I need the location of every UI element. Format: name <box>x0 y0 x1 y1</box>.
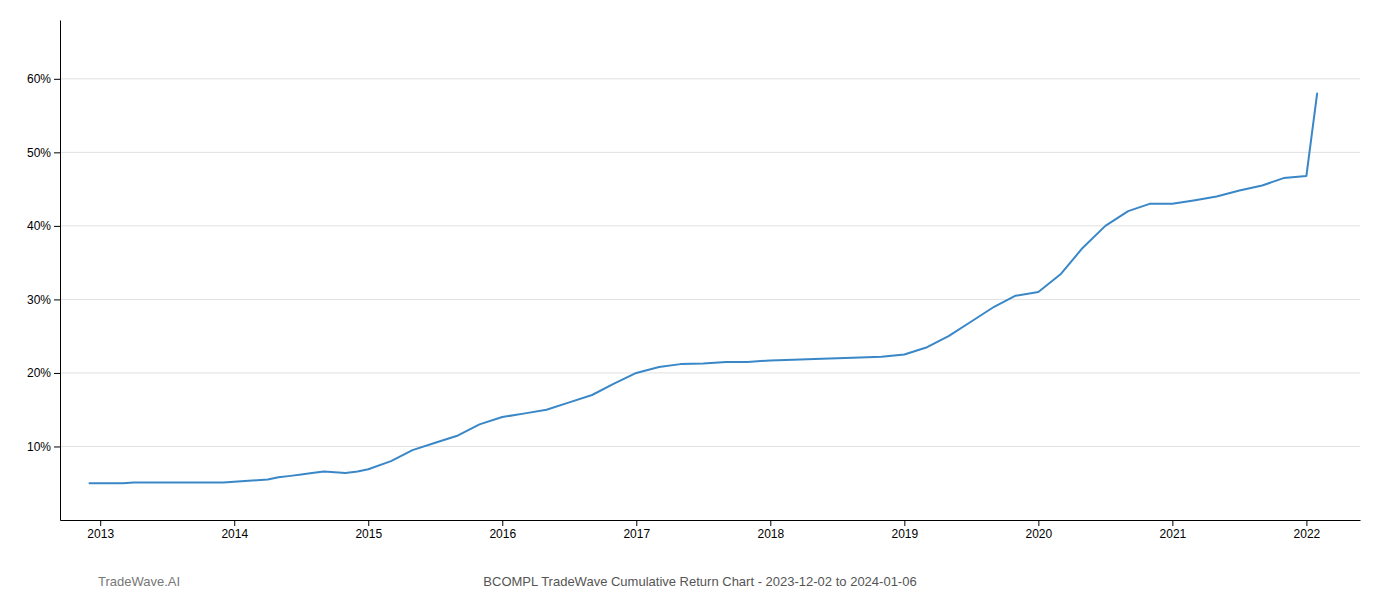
tick: 2016 <box>489 520 516 541</box>
tick: 20% <box>27 366 60 380</box>
tick: 2018 <box>757 520 784 541</box>
tick-label: 2021 <box>1160 527 1187 541</box>
grid-line <box>60 446 1360 447</box>
tick-mark <box>1172 520 1173 526</box>
tick: 10% <box>27 440 60 454</box>
grid-line <box>60 372 1360 373</box>
tick-label: 30% <box>27 293 51 307</box>
x-axis: 2013 2014 2015 2016 2017 2018 2019 2020 2021 2022 <box>61 520 1361 541</box>
title: BCOMPL TradeWave Cumulative Return Chart… <box>483 574 916 589</box>
tick-mark <box>234 520 235 526</box>
tick-mark <box>502 520 503 526</box>
tick-mark <box>54 79 60 80</box>
axis-line <box>60 21 61 521</box>
tick-label: 2015 <box>355 527 382 541</box>
grid-line <box>60 225 1360 226</box>
tick: 50% <box>27 146 60 160</box>
tick-label: 2019 <box>891 527 918 541</box>
tick-label: 40% <box>27 219 51 233</box>
tick-mark <box>1306 520 1307 526</box>
tick: 2015 <box>355 520 382 541</box>
tick-label: 2020 <box>1025 527 1052 541</box>
tick: 2021 <box>1160 520 1187 541</box>
grid-line <box>60 299 1360 300</box>
tick: 2019 <box>891 520 918 541</box>
tick-mark <box>636 520 637 526</box>
tick-label: 2014 <box>221 527 248 541</box>
series <box>89 94 1317 484</box>
tick-mark <box>54 299 60 300</box>
tick-mark <box>54 226 60 227</box>
axis-line <box>61 520 1361 521</box>
tick-mark <box>54 152 60 153</box>
tick-mark <box>54 373 60 374</box>
tick-label: 50% <box>27 146 51 160</box>
tick-label: 2017 <box>623 527 650 541</box>
chart: 2013 2014 2015 2016 2017 2018 2019 2020 2021 2022… <box>0 0 1400 600</box>
tick-label: 2016 <box>489 527 516 541</box>
tick-label: 2013 <box>87 527 114 541</box>
tick-label: 20% <box>27 366 51 380</box>
tick-label: 10% <box>27 440 51 454</box>
y-axis: 10% 20% 30% 40% 50% 60% <box>27 21 61 521</box>
tick: 40% <box>27 219 60 233</box>
tick-mark <box>368 520 369 526</box>
tick-mark <box>1038 520 1039 526</box>
tick-label: 2018 <box>757 527 784 541</box>
tick-mark <box>904 520 905 526</box>
grid-line <box>60 152 1360 153</box>
plot: 2013 2014 2015 2016 2017 2018 2019 2020 2021 2022… <box>27 21 1361 541</box>
grid-line <box>60 78 1360 79</box>
line <box>89 94 1317 484</box>
tick-label: 2022 <box>1294 527 1321 541</box>
tick: 60% <box>27 72 60 86</box>
tick: 2013 <box>87 520 114 541</box>
tick-mark <box>100 520 101 526</box>
tick: 2022 <box>1294 520 1321 541</box>
tick-mark <box>770 520 771 526</box>
grid <box>60 79 1360 447</box>
tick-label: 60% <box>27 72 51 86</box>
tick: 2020 <box>1025 520 1052 541</box>
tick: 2014 <box>221 520 248 541</box>
tick: 30% <box>27 293 60 307</box>
annotation: TradeWave.AI <box>98 574 180 589</box>
tick-mark <box>54 446 60 447</box>
tick: 2017 <box>623 520 650 541</box>
